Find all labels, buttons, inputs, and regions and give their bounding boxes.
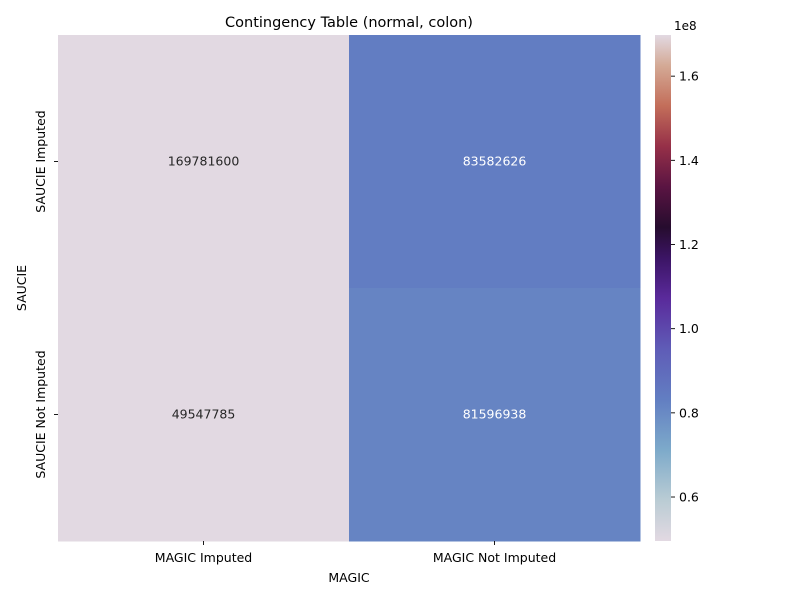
colorbar-tick-label: 1.6 — [679, 69, 699, 84]
heatmap-cell-r1-c1 — [349, 288, 641, 542]
colorbar-tick-label: 1.4 — [679, 153, 699, 168]
cell-label-r1-c0: 49547785 — [172, 407, 236, 422]
heatmap-cells — [58, 35, 641, 542]
cell-label-r1-c1: 81596938 — [463, 407, 527, 422]
chart-title: Contingency Table (normal, colon) — [225, 15, 473, 31]
colorbar-gradient — [655, 35, 671, 541]
y-axis-label: SAUCIE — [14, 265, 29, 311]
cell-label-r0-c1: 83582626 — [463, 154, 527, 169]
colorbar-ticks: 0.6 0.8 1.0 1.2 1.4 1.6 — [671, 69, 699, 505]
heatmap-cell-r0-c0 — [58, 35, 350, 289]
cell-label-r0-c0: 169781600 — [168, 154, 240, 169]
colorbar: 0.6 0.8 1.0 1.2 1.4 1.6 1e8 — [655, 19, 699, 541]
x-tick-label: MAGIC Not Imputed — [433, 550, 556, 565]
y-tick-label: SAUCIE Imputed — [33, 110, 48, 212]
y-tick-label: SAUCIE Not Imputed — [33, 350, 48, 478]
heatmap-cell-r0-c1 — [349, 35, 641, 289]
colorbar-tick-label: 1.0 — [679, 321, 699, 336]
heatmap-cell-r1-c0 — [58, 288, 350, 542]
x-axis: MAGIC Imputed MAGIC Not Imputed — [155, 541, 556, 565]
colorbar-multiplier: 1e8 — [674, 19, 697, 33]
cell-value-labels: 169781600 83582626 49547785 81596938 — [168, 154, 527, 422]
x-axis-label: MAGIC — [328, 570, 369, 585]
colorbar-tick-label: 0.6 — [679, 490, 699, 505]
colorbar-tick-label: 0.8 — [679, 405, 699, 420]
y-axis: SAUCIE Imputed SAUCIE Not Imputed — [33, 110, 58, 479]
x-tick-label: MAGIC Imputed — [155, 550, 252, 565]
colorbar-tick-label: 1.2 — [679, 237, 699, 252]
